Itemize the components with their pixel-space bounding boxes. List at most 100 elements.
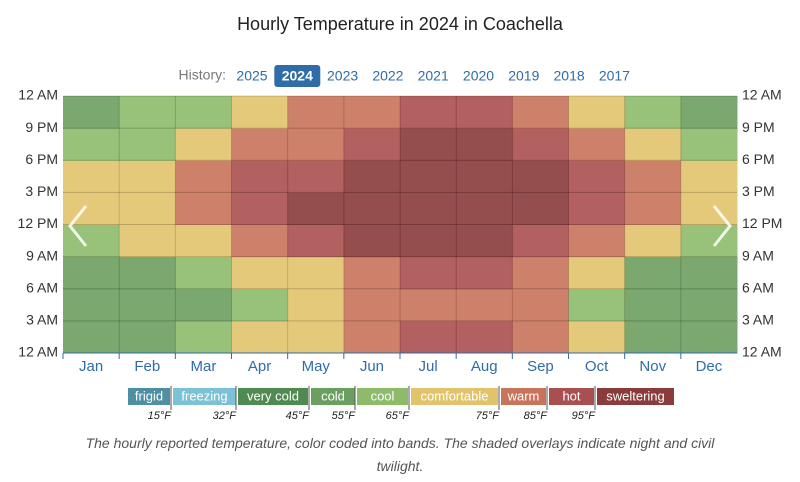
heat-cell	[624, 288, 682, 322]
legend-swatch	[238, 388, 308, 405]
heat-cell	[680, 320, 738, 354]
heat-cell	[343, 320, 401, 354]
next-arrow[interactable]	[712, 205, 732, 247]
year-link[interactable]: 2018	[554, 68, 585, 84]
x-tick-label[interactable]: Aug	[471, 358, 498, 375]
heat-cell	[680, 128, 738, 161]
year-link[interactable]: 2017	[599, 68, 630, 84]
year-link[interactable]: 2021	[418, 68, 449, 84]
heat-cell	[119, 160, 176, 193]
heat-cell	[231, 224, 289, 258]
x-tick-label[interactable]: Jan	[79, 358, 103, 375]
x-tick-label[interactable]: Feb	[134, 358, 160, 375]
heat-cell	[568, 96, 626, 129]
heat-cell	[63, 96, 120, 129]
heat-cell	[624, 160, 682, 193]
y-tick-label: 3 PM	[25, 183, 58, 199]
heat-cell	[624, 224, 682, 258]
x-tick-label[interactable]: Mar	[190, 358, 216, 375]
heat-cell	[624, 128, 682, 161]
legend-threshold: 45°F	[286, 410, 311, 422]
heat-cell	[456, 160, 513, 193]
y-tick-label-right: 12 AM	[742, 344, 782, 360]
legend-swatch	[411, 388, 498, 405]
heat-cell	[400, 128, 457, 161]
x-tick-label[interactable]: Dec	[696, 358, 723, 375]
heat-cell	[287, 96, 345, 129]
heat-cell	[512, 224, 569, 258]
heat-cell	[175, 288, 232, 322]
heat-cell	[512, 192, 569, 225]
legend-threshold: 65°F	[386, 410, 411, 422]
heat-cell	[119, 128, 176, 161]
heat-cell	[343, 224, 401, 258]
legend-threshold: 32°F	[213, 410, 238, 422]
heat-cell	[287, 128, 345, 161]
heat-cell	[568, 256, 626, 290]
heat-cell	[175, 256, 232, 290]
year-link[interactable]: 2025	[236, 68, 267, 84]
heat-cell	[63, 128, 120, 161]
x-tick-label[interactable]: Sep	[527, 358, 554, 375]
heat-cell	[287, 288, 345, 322]
heat-cell	[456, 96, 513, 129]
legend-label: very cold	[247, 388, 299, 403]
heat-cell	[287, 320, 345, 354]
x-tick-label[interactable]: May	[302, 358, 331, 375]
legend-label: comfortable	[421, 388, 489, 403]
year-selected[interactable]	[274, 65, 321, 87]
x-tick-label[interactable]: Jun	[360, 358, 384, 375]
heat-cell	[231, 96, 289, 129]
heat-cell	[231, 288, 289, 322]
heat-cell	[624, 192, 682, 225]
legend-threshold: 15°F	[148, 410, 173, 422]
y-tick-label: 3 AM	[26, 312, 58, 328]
heat-cell	[175, 96, 232, 129]
year-link[interactable]: 2024	[282, 68, 313, 84]
heat-cell	[343, 192, 401, 225]
year-link[interactable]: 2019	[508, 68, 539, 84]
legend-label: warm	[507, 388, 540, 403]
heat-cell	[456, 320, 513, 354]
heat-cell	[343, 256, 401, 290]
legend-swatch	[173, 388, 236, 405]
y-tick-label: 6 AM	[26, 279, 58, 295]
heat-cell	[400, 224, 457, 258]
heat-cell	[231, 160, 289, 193]
heat-cell	[568, 192, 626, 225]
heat-cell	[231, 128, 289, 161]
legend-threshold: 75°F	[476, 410, 501, 422]
heat-cell	[287, 224, 345, 258]
year-link[interactable]: 2023	[327, 68, 358, 84]
legend-swatch	[549, 388, 594, 405]
y-tick-label: 12 AM	[18, 87, 58, 103]
prev-arrow[interactable]	[68, 205, 88, 247]
heat-cell	[624, 96, 682, 129]
heat-cell	[119, 288, 176, 322]
heat-cell	[568, 320, 626, 354]
legend-swatch	[597, 388, 674, 405]
x-tick-label[interactable]: Jul	[418, 358, 437, 375]
heat-cell	[568, 288, 626, 322]
heat-cell	[63, 160, 120, 193]
heat-cell	[343, 128, 401, 161]
heat-cell	[512, 160, 569, 193]
heat-cell	[63, 320, 120, 354]
heat-cell	[175, 160, 232, 193]
heat-cell	[400, 160, 457, 193]
heat-cell	[231, 320, 289, 354]
heat-cell	[456, 256, 513, 290]
heatmap	[63, 96, 738, 354]
year-link[interactable]: 2020	[463, 68, 494, 84]
y-tick-label: 9 AM	[26, 247, 58, 263]
heat-cell	[680, 192, 738, 225]
x-tick-label[interactable]: Oct	[585, 358, 609, 375]
x-tick-label[interactable]: Apr	[248, 358, 271, 375]
x-tick-label[interactable]: Nov	[639, 358, 666, 375]
year-link[interactable]: 2022	[372, 68, 403, 84]
legend-label: cool	[371, 388, 395, 403]
legend-swatch	[128, 388, 170, 405]
heat-cell	[512, 320, 569, 354]
heat-cell	[568, 224, 626, 258]
